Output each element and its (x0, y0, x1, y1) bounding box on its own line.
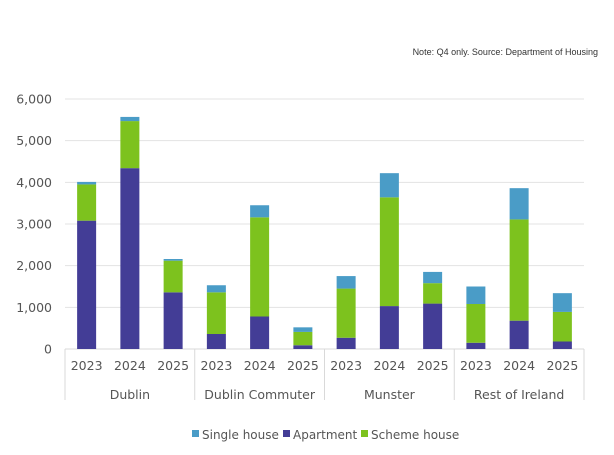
source-note: Note: Q4 only. Source: Department of Hou… (412, 47, 598, 57)
bar-segment-scheme-house (423, 283, 443, 304)
y-tick-label: 6,000 (16, 92, 52, 107)
bar-segment-scheme-house (77, 184, 97, 221)
y-tick-label: 3,000 (16, 217, 52, 232)
x-tick-label: 2025 (157, 358, 189, 373)
y-tick-label: 5,000 (16, 133, 52, 148)
bar-segment-apartment (336, 337, 356, 349)
x-tick-label: 2023 (200, 358, 232, 373)
group-label: Rest of Ireland (474, 387, 564, 402)
bar-segment-single-house (423, 271, 443, 284)
bar-segment-apartment (120, 168, 140, 349)
bar-segment-apartment (466, 342, 486, 349)
legend-label: Scheme house (371, 428, 459, 442)
bar-segment-apartment (206, 334, 226, 349)
bar-segment-single-house (552, 293, 572, 312)
group-label: Dublin (110, 387, 150, 402)
bar-segment-apartment (293, 345, 313, 349)
bar-segment-apartment (250, 316, 270, 349)
bar-segment-apartment (423, 303, 443, 349)
legend-swatch (361, 430, 368, 437)
bar-segment-apartment (552, 341, 572, 349)
x-tick-label: 2023 (71, 358, 103, 373)
bar-segment-scheme-house (163, 260, 183, 293)
bar-segment-single-house (120, 116, 140, 122)
bar-segment-single-house (379, 173, 399, 198)
x-tick-label: 2024 (503, 358, 535, 373)
x-tick-label: 2024 (373, 358, 405, 373)
bar-segment-single-house (163, 259, 183, 261)
bar-segment-apartment (163, 292, 183, 349)
group-label: Dublin Commuter (204, 387, 316, 402)
legend-label: Apartment (293, 428, 357, 442)
x-tick-label: 2025 (287, 358, 319, 373)
x-tick-label: 2025 (417, 358, 449, 373)
bar-segment-scheme-house (509, 219, 529, 321)
bar-segment-single-house (336, 276, 356, 289)
legend-label: Single house (202, 428, 279, 442)
x-tick-label: 2024 (244, 358, 276, 373)
bar-segment-apartment (509, 320, 529, 349)
bar-segment-single-house (206, 285, 226, 293)
x-tick-label: 2023 (330, 358, 362, 373)
x-tick-label: 2025 (546, 358, 578, 373)
y-tick-label: 4,000 (16, 175, 52, 190)
bar-segment-single-house (293, 327, 313, 332)
x-tick-label: 2024 (114, 358, 146, 373)
bar-segment-scheme-house (336, 288, 356, 338)
bar-segment-single-house (250, 205, 270, 218)
bar-segment-scheme-house (379, 197, 399, 307)
legend-swatch (192, 430, 199, 437)
bar-segment-scheme-house (120, 121, 140, 169)
bar-segment-apartment (379, 306, 399, 349)
y-tick-label: 1,000 (16, 300, 52, 315)
bar-segment-scheme-house (466, 304, 486, 343)
bar-segment-apartment (77, 220, 97, 349)
x-tick-label: 2023 (460, 358, 492, 373)
y-tick-label: 0 (44, 342, 52, 357)
bar-segment-single-house (509, 188, 529, 220)
group-label: Munster (364, 387, 416, 402)
bar-segment-scheme-house (293, 331, 313, 346)
bar-segment-scheme-house (250, 217, 270, 317)
bar-segment-single-house (466, 286, 486, 304)
y-tick-label: 2,000 (16, 258, 52, 273)
bar-segment-scheme-house (206, 292, 226, 334)
bar-segment-scheme-house (552, 311, 572, 342)
legend-swatch (283, 430, 290, 437)
bar-segment-single-house (77, 181, 97, 185)
